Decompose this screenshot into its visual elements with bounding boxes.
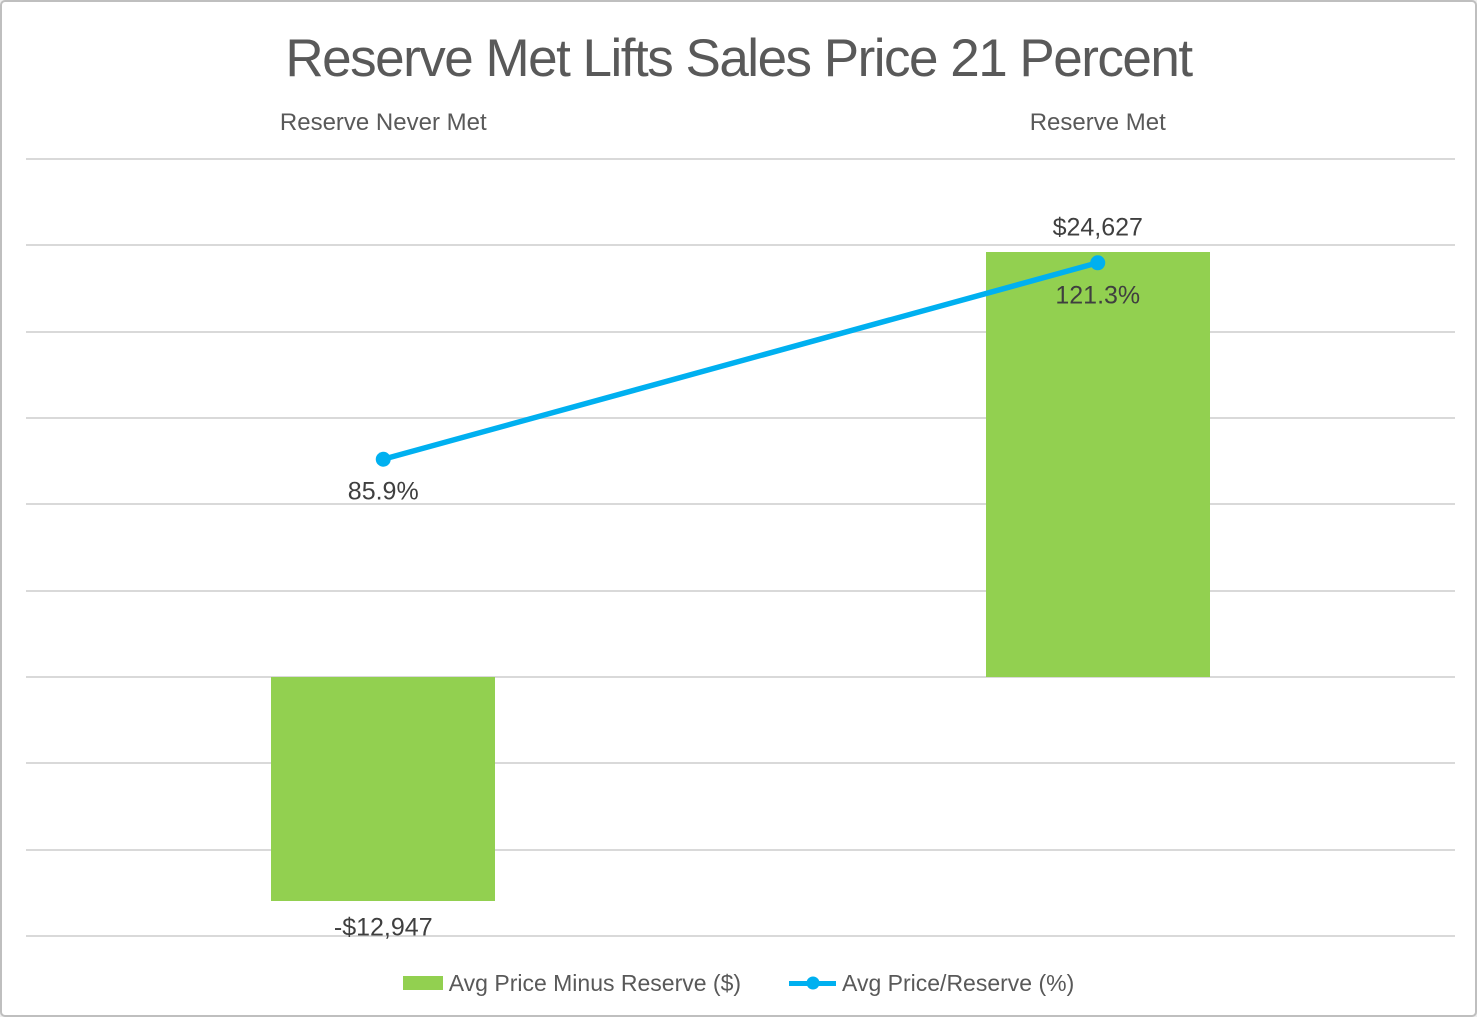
line-series-marker-dot-icon (806, 976, 820, 990)
data-label-line-reserve-met: 121.3% (1055, 281, 1141, 310)
legend-label-bar-series: Avg Price Minus Reserve ($) (448, 969, 742, 996)
data-label-bar-reserve-never-met: -$12,947 (333, 913, 433, 942)
gridline (26, 503, 1455, 506)
line-series (375, 255, 1106, 467)
legend-label-line-series: Avg Price/Reserve (%) (842, 969, 1075, 996)
gridline (26, 676, 1455, 678)
gridline (26, 158, 1455, 160)
line-series-marker-icon (789, 976, 837, 990)
gridline (26, 762, 1455, 765)
bar-reserve-never-met[interactable] (271, 677, 496, 901)
line-series-path[interactable] (380, 260, 1101, 463)
gridline (26, 935, 1455, 937)
gridline (26, 848, 1455, 851)
data-label-line-reserve-never-met: 85.9% (347, 477, 419, 506)
data-label-bar-reserve-met: $24,627 (1052, 213, 1143, 242)
bar-series-swatch-icon (402, 976, 443, 990)
gridline (26, 589, 1455, 592)
chart-title: Reserve Met Lifts Sales Price 21 Percent (285, 29, 1193, 88)
gridline (26, 330, 1455, 333)
category-label-reserve-met: Reserve Met (1029, 109, 1166, 136)
gridline (26, 417, 1455, 419)
legend-item-line-series[interactable]: Avg Price/Reserve (%) (789, 970, 1074, 997)
bar-reserve-met[interactable] (985, 251, 1210, 677)
line-point-reserve-met[interactable] (1090, 255, 1106, 271)
legend-item-bar-series[interactable]: Avg Price Minus Reserve ($) (402, 969, 742, 997)
legend: Avg Price Minus Reserve ($) Avg Price/Re… (2, 962, 1475, 1004)
category-label-reserve-never-met: Reserve Never Met (279, 109, 487, 136)
plot-area (26, 158, 1455, 937)
line-point-reserve-never-met[interactable] (375, 451, 391, 467)
gridline (26, 244, 1455, 247)
